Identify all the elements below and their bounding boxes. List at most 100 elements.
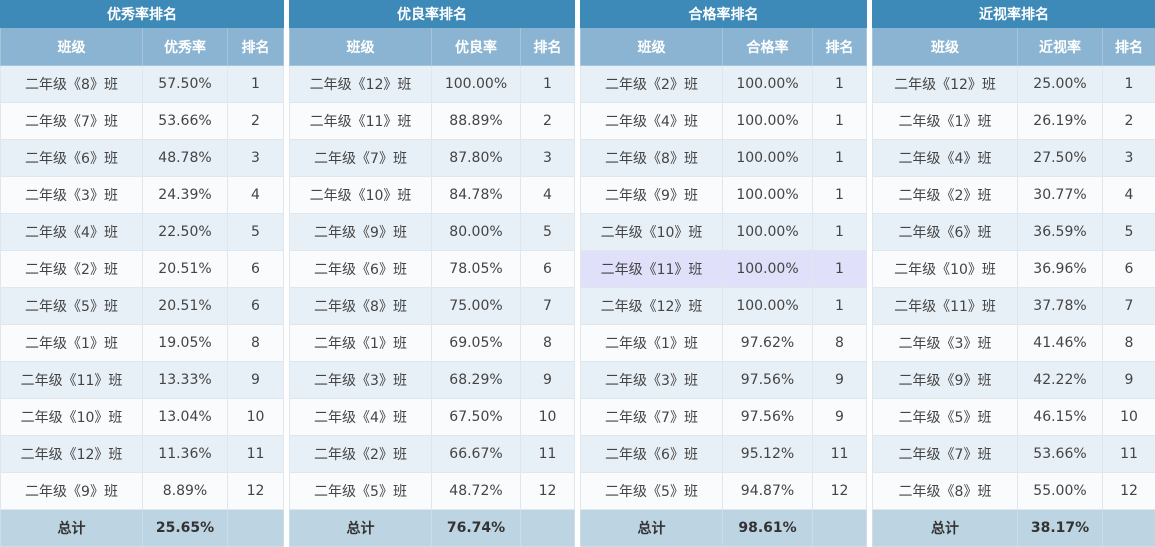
column-header-rate[interactable]: 优秀率 bbox=[143, 28, 228, 66]
column-header-class[interactable]: 班级 bbox=[581, 28, 723, 66]
column-header-class[interactable]: 班级 bbox=[873, 28, 1018, 66]
rate-cell: 19.05% bbox=[143, 325, 228, 362]
rate-cell: 67.50% bbox=[432, 399, 521, 436]
class-name-cell: 二年级《9》班 bbox=[1, 473, 143, 510]
rank-cell: 9 bbox=[813, 399, 867, 436]
column-header-rank[interactable]: 排名 bbox=[228, 28, 284, 66]
column-header-rank[interactable]: 排名 bbox=[1103, 28, 1155, 66]
total-label: 总计 bbox=[1, 510, 143, 547]
class-name-cell: 二年级《8》班 bbox=[290, 288, 432, 325]
column-header-rank[interactable]: 排名 bbox=[813, 28, 867, 66]
class-name-cell: 二年级《3》班 bbox=[581, 362, 723, 399]
rank-cell: 9 bbox=[813, 362, 867, 399]
rate-cell: 42.22% bbox=[1018, 362, 1103, 399]
rate-cell: 8.89% bbox=[143, 473, 228, 510]
rate-cell: 53.66% bbox=[143, 103, 228, 140]
rate-cell: 97.56% bbox=[723, 362, 813, 399]
class-name-cell: 二年级《12》班 bbox=[581, 288, 723, 325]
rank-cell: 12 bbox=[1103, 473, 1155, 510]
rate-cell: 11.36% bbox=[143, 436, 228, 473]
rank-cell: 11 bbox=[813, 436, 867, 473]
column-header-rate[interactable]: 近视率 bbox=[1018, 28, 1103, 66]
rank-cell: 1 bbox=[813, 214, 867, 251]
rank-cell: 3 bbox=[228, 140, 284, 177]
column-header-rate[interactable]: 优良率 bbox=[432, 28, 521, 66]
class-name-cell: 二年级《5》班 bbox=[581, 473, 723, 510]
rank-cell: 1 bbox=[228, 66, 284, 103]
class-name-cell: 二年级《8》班 bbox=[873, 473, 1018, 510]
class-name-cell: 二年级《3》班 bbox=[290, 362, 432, 399]
class-name-cell: 二年级《8》班 bbox=[1, 66, 143, 103]
good-panel-title: 优良率排名 bbox=[290, 1, 575, 28]
class-name-cell: 二年级《6》班 bbox=[581, 436, 723, 473]
class-name-cell: 二年级《7》班 bbox=[1, 103, 143, 140]
rate-cell: 57.50% bbox=[143, 66, 228, 103]
column-header-rank[interactable]: 排名 bbox=[521, 28, 575, 66]
rate-cell: 20.51% bbox=[143, 251, 228, 288]
class-name-cell: 二年级《3》班 bbox=[873, 325, 1018, 362]
total-label: 总计 bbox=[581, 510, 723, 547]
rank-cell: 12 bbox=[228, 473, 284, 510]
column-header-class[interactable]: 班级 bbox=[290, 28, 432, 66]
column-header-rate[interactable]: 合格率 bbox=[723, 28, 813, 66]
column-header-class[interactable]: 班级 bbox=[1, 28, 143, 66]
class-name-cell: 二年级《9》班 bbox=[873, 362, 1018, 399]
rank-cell: 11 bbox=[521, 436, 575, 473]
class-name-cell: 二年级《1》班 bbox=[1, 325, 143, 362]
class-name-cell: 二年级《11》班 bbox=[290, 103, 432, 140]
rank-cell: 5 bbox=[1103, 214, 1155, 251]
class-name-cell: 二年级《4》班 bbox=[290, 399, 432, 436]
